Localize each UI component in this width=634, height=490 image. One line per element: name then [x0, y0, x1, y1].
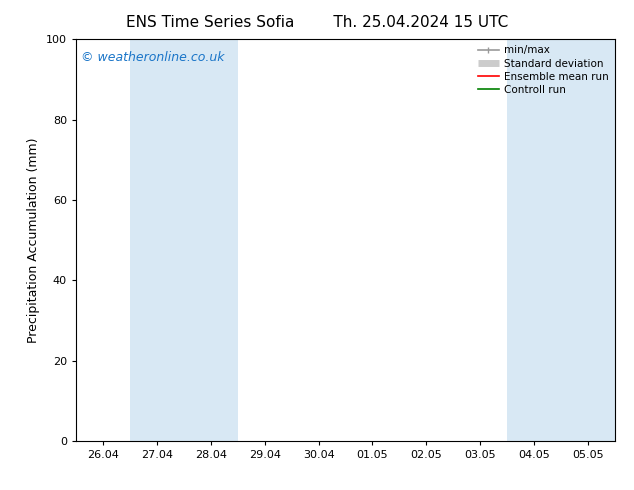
Bar	[130, 39, 184, 441]
Bar	[184, 39, 238, 441]
Bar	[561, 39, 615, 441]
Legend: min/max, Standard deviation, Ensemble mean run, Controll run: min/max, Standard deviation, Ensemble me…	[474, 41, 613, 99]
Y-axis label: Precipitation Accumulation (mm): Precipitation Accumulation (mm)	[27, 137, 41, 343]
Text: ENS Time Series Sofia        Th. 25.04.2024 15 UTC: ENS Time Series Sofia Th. 25.04.2024 15 …	[126, 15, 508, 30]
Text: © weatheronline.co.uk: © weatheronline.co.uk	[81, 51, 225, 64]
Bar	[507, 39, 561, 441]
